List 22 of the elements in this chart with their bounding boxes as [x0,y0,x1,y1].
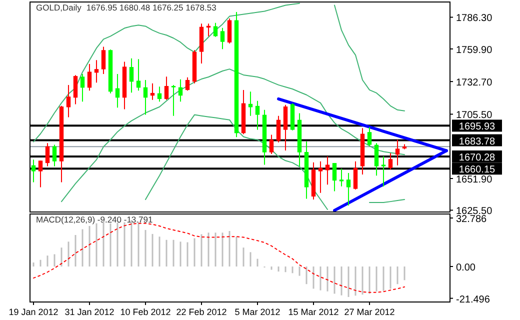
y-tick-label: 1732.70 [456,78,493,89]
chart-title: GOLD,Daily [36,2,82,12]
y-tick-label: 1786.30 [456,13,493,24]
y-tick-label: 1705.50 [456,110,493,122]
y-tick-label: -21.496 [456,294,490,306]
x-tick-label: 19 Jan 2012 [8,307,58,317]
x-tick-label: 27 Mar 2012 [344,307,395,317]
x-tick-label: 10 Feb 2012 [120,307,171,317]
y-tick-label: 1651.90 [456,174,493,186]
x-tick-label: 15 Mar 2012 [288,307,339,317]
x-tick-label: 31 Jan 2012 [64,307,114,317]
chart-subtitle: 1676.95 1680.48 1676.25 1678.53 [86,2,217,12]
ref-line-label: 1695.93 [458,122,496,133]
chart-title: MACD(12,26,9) -9.240 -13.791 [36,214,153,224]
ref-line-label: 1660.15 [458,164,496,176]
x-tick-label: 5 Mar 2012 [234,307,280,317]
ref-line-label: 1670.28 [458,152,496,164]
y-tick-label: 32.786 [456,214,488,226]
y-tick-label: 1759.90 [456,44,493,56]
ref-line-label: 1683.78 [458,136,496,148]
y-tick-label: 0.00 [456,262,476,274]
x-tick-label: 22 Feb 2012 [176,307,227,317]
